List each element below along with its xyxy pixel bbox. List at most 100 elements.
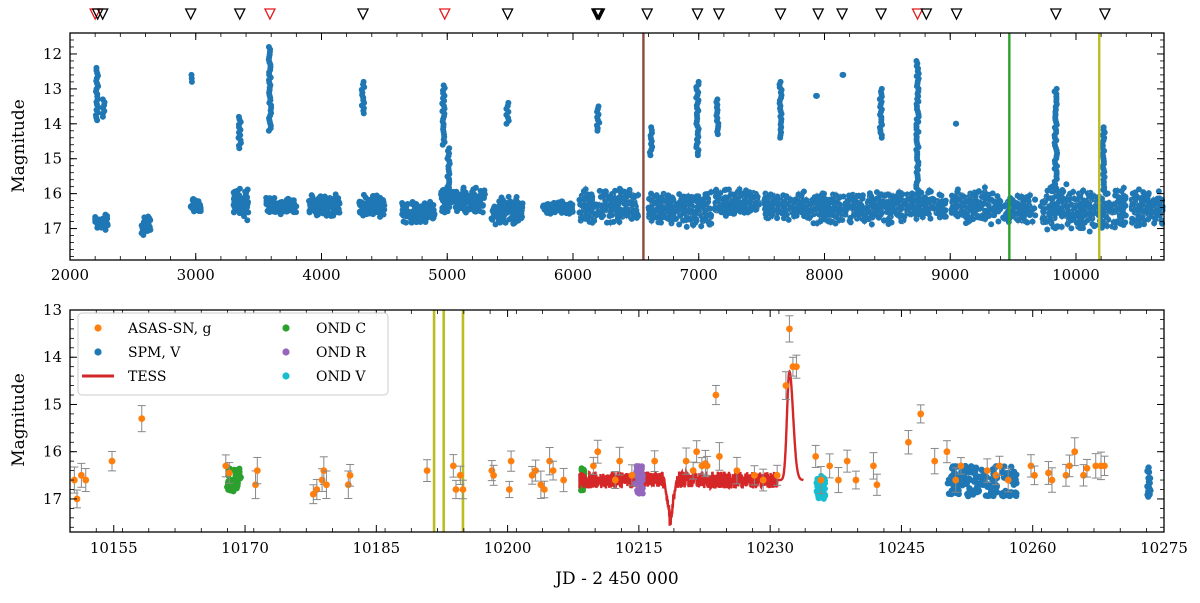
spm-point: [555, 207, 562, 214]
spm-point: [474, 198, 481, 205]
spm-point: [971, 209, 978, 216]
spm-point: [940, 209, 947, 216]
spm-v-point: [970, 487, 977, 494]
spm-point: [1079, 221, 1086, 228]
spm-point: [501, 211, 508, 218]
outburst-marker-triangle: [641, 8, 654, 21]
spm-point: [868, 193, 875, 200]
spm-point: [231, 191, 238, 198]
outburst-marker-triangle: [950, 8, 963, 21]
spm-point: [362, 209, 369, 216]
spm-point: [489, 216, 496, 223]
spm-baseline-group: [645, 188, 715, 231]
spm-point: [1105, 204, 1112, 211]
spm-point: [981, 189, 988, 196]
spm-point: [995, 218, 1002, 225]
spm-point: [1132, 206, 1139, 213]
spm-point: [1091, 204, 1098, 211]
ond-c-point: [236, 475, 243, 482]
spm-point: [188, 78, 195, 85]
spm-point: [829, 206, 836, 213]
spm-point: [800, 202, 807, 209]
spm-point: [316, 197, 323, 204]
spm-point: [479, 209, 486, 216]
bottom-xtick-label: 10185: [352, 539, 400, 557]
spm-point: [783, 193, 790, 200]
top-xtick-label: 9000: [931, 266, 969, 284]
spm-point: [99, 113, 106, 120]
ond-r-point: [635, 463, 642, 470]
spm-point: [953, 120, 960, 127]
spm-outburst: [444, 145, 453, 201]
spm-point: [1086, 192, 1093, 199]
spm-outburst: [92, 64, 102, 124]
spm-point: [721, 187, 728, 194]
spm-point: [1029, 218, 1036, 225]
spm-point: [400, 218, 407, 225]
spm-point: [982, 212, 989, 219]
outburst-marker-triangle: [96, 8, 109, 21]
spm-point: [515, 207, 522, 214]
asassn-g-point: [490, 471, 497, 479]
spm-point: [236, 145, 243, 152]
spm-point: [1044, 226, 1051, 233]
spm-baseline-group: [806, 190, 861, 228]
spm-point: [439, 205, 446, 212]
asassn-g-point: [1048, 476, 1056, 484]
asassn-g-point: [616, 457, 624, 465]
spm-point: [714, 198, 721, 205]
spm-point: [1044, 218, 1051, 225]
spm-point: [648, 209, 655, 216]
top-xtick-label: 4000: [302, 266, 340, 284]
asassn-g-point: [1062, 471, 1070, 479]
asassn-g-point: [1080, 471, 1087, 479]
spm-point: [270, 207, 277, 214]
spm-point: [839, 71, 846, 78]
asassn-g-point: [537, 481, 545, 489]
spm-point: [966, 215, 973, 222]
spm-point: [452, 189, 459, 196]
spm-outburst: [913, 57, 922, 194]
bottom-xtick-label: 10260: [1009, 539, 1057, 557]
spm-baseline-group: [1128, 186, 1166, 229]
spm-point: [562, 201, 569, 208]
spm-point: [876, 202, 883, 209]
asassn-g-point: [138, 415, 146, 423]
spm-point: [1064, 221, 1071, 228]
spm-point: [377, 213, 384, 220]
spm-point: [1150, 208, 1157, 215]
spm-point: [399, 207, 406, 214]
spm-point: [768, 211, 775, 218]
spm-point: [481, 187, 488, 194]
spm-point: [446, 199, 453, 206]
spm-point: [1046, 209, 1053, 216]
spm-point: [1100, 200, 1107, 207]
spm-point: [358, 199, 365, 206]
asassn-g-point: [715, 453, 723, 460]
spm-outburst: [839, 71, 847, 78]
ond-v-point: [815, 495, 822, 502]
spm-point: [695, 193, 702, 200]
ond-r-point: [638, 482, 645, 489]
outburst-marker-triangle: [233, 8, 246, 21]
asassn-g-point: [983, 467, 991, 474]
spm-point: [892, 199, 899, 206]
spm-point: [767, 191, 774, 198]
asassn-g-point: [826, 462, 834, 470]
spm-v-point: [1008, 463, 1015, 471]
outburst-marker-triangle: [836, 8, 849, 21]
spm-point: [1129, 201, 1136, 208]
spm-point: [621, 188, 628, 195]
asassn-g-point: [1092, 462, 1100, 470]
spm-outburst: [1099, 124, 1108, 194]
spm-point: [918, 196, 925, 203]
spm-point: [686, 208, 693, 215]
asassn-g-point: [957, 462, 965, 470]
spm-point: [708, 220, 715, 227]
spm-point: [1089, 215, 1096, 222]
ond-v-point: [814, 483, 821, 490]
spm-point: [271, 194, 278, 201]
spm-point: [584, 192, 591, 199]
spm-point: [860, 206, 867, 213]
asassn-g-point: [560, 476, 568, 484]
